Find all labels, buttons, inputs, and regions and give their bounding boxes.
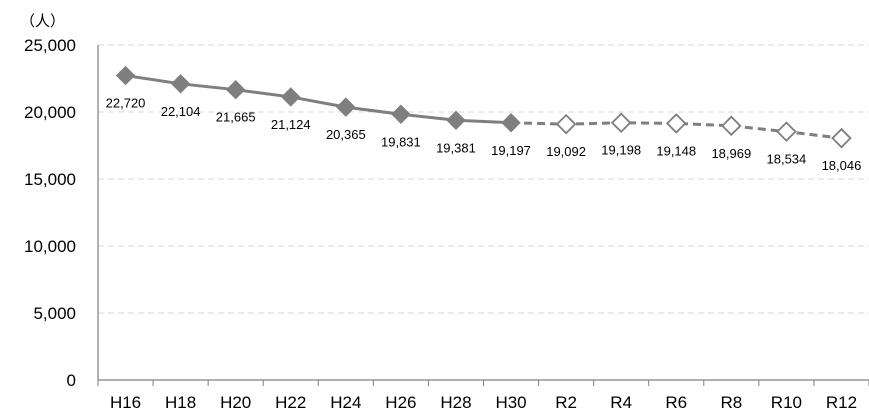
actual-series-line <box>125 74 512 125</box>
y-tick-label: 25,000 <box>24 36 76 55</box>
gridlines <box>98 44 869 314</box>
x-tick-label: R10 <box>771 393 802 412</box>
data-label: 19,092 <box>546 144 586 159</box>
y-tick-label: 5,000 <box>33 304 76 323</box>
actual-point-marker <box>446 110 466 131</box>
x-tick-label: H20 <box>220 393 251 412</box>
data-labels: 22,720 22,104 21,665 21,124 20,365 19,831 19,3… <box>106 96 862 174</box>
x-tick-label: H26 <box>385 393 416 412</box>
actual-point-marker <box>391 104 411 124</box>
data-label: 18,534 <box>767 152 807 167</box>
x-tick-label: H24 <box>330 393 361 412</box>
y-tick-label: 15,000 <box>24 170 76 189</box>
actual-point-marker <box>225 79 246 100</box>
y-tick-label: 0 <box>67 371 76 390</box>
actual-point-marker <box>281 87 301 107</box>
axes <box>97 45 869 381</box>
projected-point-marker <box>665 113 687 134</box>
projected-point-marker <box>831 127 852 149</box>
x-tick-label: H18 <box>165 393 196 412</box>
y-axis-unit-label: （人） <box>20 12 65 30</box>
projected-point-marker <box>555 113 577 135</box>
data-label: 21,665 <box>216 110 256 125</box>
data-label: 21,124 <box>271 117 311 132</box>
x-tick-label: R4 <box>610 393 632 412</box>
actual-point-marker <box>336 97 356 117</box>
y-tick-label: 20,000 <box>24 103 76 122</box>
projected-point-marker <box>721 115 742 137</box>
series-markers <box>115 65 852 149</box>
data-label: 22,104 <box>161 104 201 119</box>
projected-point-marker <box>776 121 797 142</box>
data-label: 19,197 <box>491 143 531 158</box>
x-tick-label: H28 <box>440 393 471 412</box>
data-label: 19,148 <box>656 143 696 158</box>
data-label: 22,720 <box>106 96 146 111</box>
x-tick-label: H22 <box>275 393 306 412</box>
x-tick-label: R8 <box>720 393 742 412</box>
x-tick-label: R12 <box>826 393 857 412</box>
y-tick-label: 10,000 <box>24 237 76 256</box>
projected-point-marker <box>610 112 632 134</box>
x-axis-ticks: H16 H18 H20 H22 H24 H26 H28 H30 R2 R4 R6 R8 R10 R12 <box>97 380 869 412</box>
y-axis-ticks: 0 5,000 10,000 15,000 20,000 25,000 <box>24 36 76 390</box>
x-tick-label: H16 <box>110 393 141 412</box>
data-label: 19,198 <box>601 143 641 158</box>
x-tick-label: H30 <box>495 393 526 412</box>
actual-point-marker <box>501 113 521 133</box>
data-label: 18,969 <box>711 146 751 161</box>
data-label: 19,831 <box>381 134 421 149</box>
x-tick-label: R6 <box>665 393 687 412</box>
x-tick-label: R2 <box>555 393 577 412</box>
data-label: 20,365 <box>326 127 366 142</box>
data-label: 19,381 <box>436 140 476 155</box>
actual-point-marker <box>170 74 191 94</box>
data-label: 18,046 <box>822 158 862 173</box>
actual-point-marker <box>115 65 136 86</box>
